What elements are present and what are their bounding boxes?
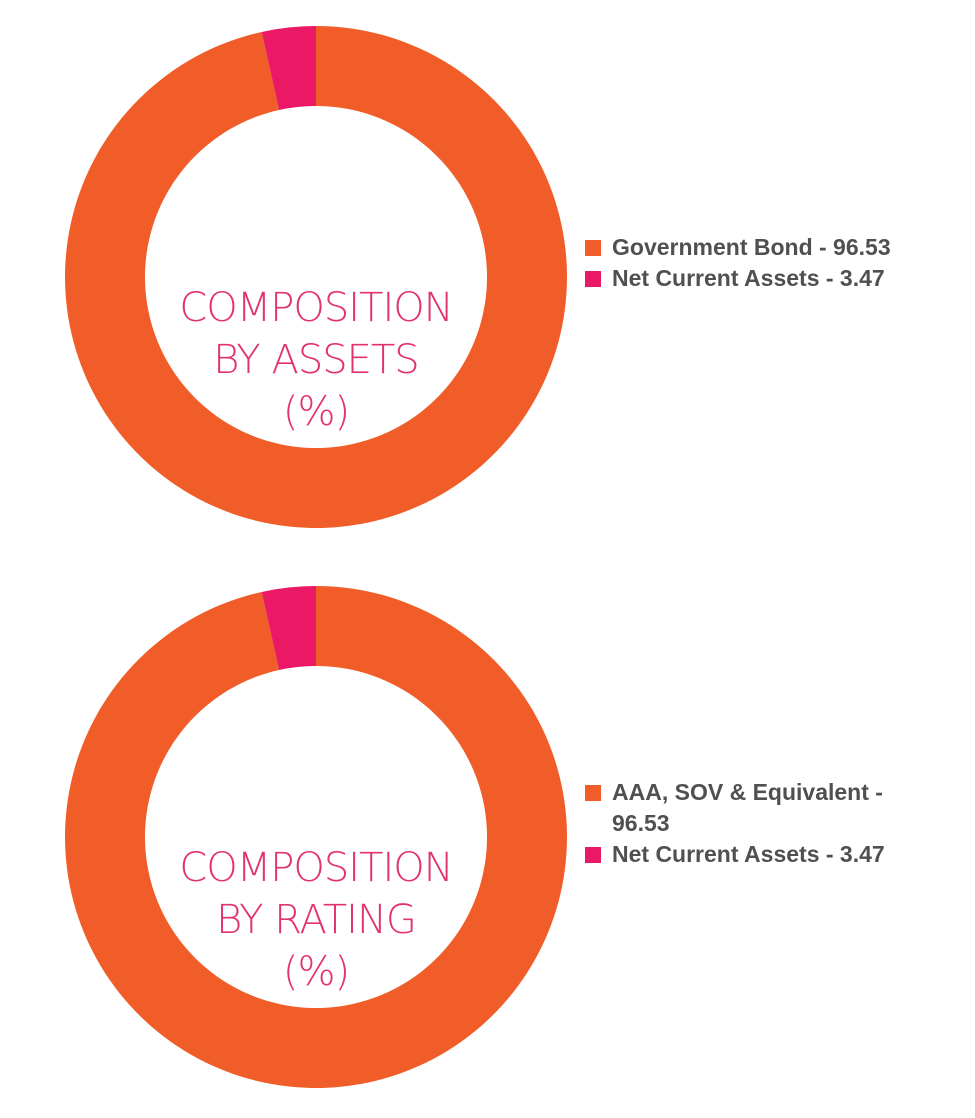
chart-2-title-line-2: BY RATING bbox=[216, 897, 417, 943]
legend-item: Net Current Assets - 3.47 bbox=[585, 263, 925, 294]
chart-1-title-line-2: BY ASSETS bbox=[213, 337, 419, 383]
legend-item: AAA, SOV & Equivalent - 96.53 bbox=[585, 777, 915, 839]
chart-2-title-line-1: COMPOSITION bbox=[179, 845, 453, 891]
legend-swatch bbox=[585, 240, 601, 256]
legend-item: Net Current Assets - 3.47 bbox=[585, 839, 915, 870]
chart-2-legend: AAA, SOV & Equivalent - 96.53 Net Curren… bbox=[585, 777, 915, 870]
legend-item: Government Bond - 96.53 bbox=[585, 232, 925, 263]
chart-2-title: COMPOSITION BY RATING (%) bbox=[146, 842, 486, 998]
legend-label: AAA, SOV & Equivalent - 96.53 bbox=[612, 779, 883, 836]
legend-label: Government Bond - 96.53 bbox=[612, 234, 891, 260]
chart-2-title-line-3: (%) bbox=[282, 949, 350, 995]
legend-label: Net Current Assets - 3.47 bbox=[612, 841, 885, 867]
legend-swatch bbox=[585, 847, 601, 863]
chart-1-legend: Government Bond - 96.53 Net Current Asse… bbox=[585, 232, 925, 294]
chart-1-title-line-1: COMPOSITION bbox=[179, 285, 453, 331]
chart-1-title: COMPOSITION BY ASSETS (%) bbox=[146, 282, 486, 438]
donut-slice-net-current-assets bbox=[261, 26, 316, 111]
donut-slice-aaa-sov-equivalent bbox=[65, 586, 568, 1089]
legend-swatch bbox=[585, 271, 601, 287]
legend-swatch bbox=[585, 785, 601, 801]
chart-1-title-line-3: (%) bbox=[282, 389, 350, 435]
donut-slice-government-bond bbox=[65, 26, 568, 528]
legend-label: Net Current Assets - 3.47 bbox=[612, 265, 885, 291]
donut-slice-net-current-assets bbox=[261, 586, 316, 671]
